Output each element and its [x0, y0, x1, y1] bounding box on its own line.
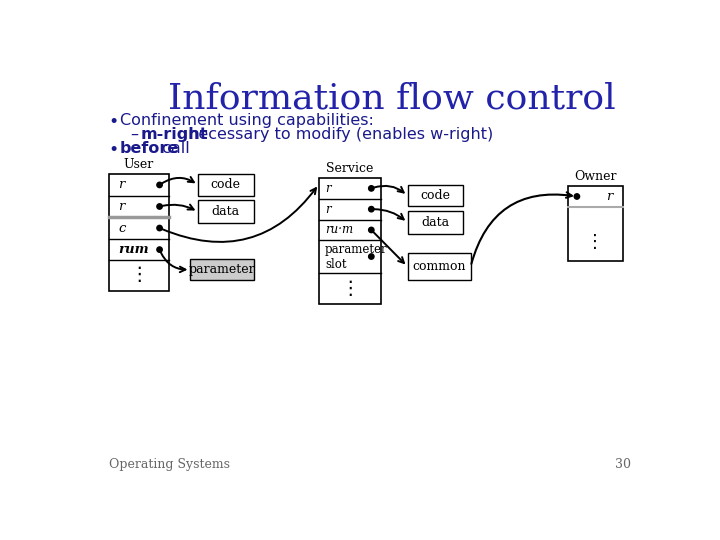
Circle shape [369, 206, 374, 212]
Text: necessary to modify (enables w-right): necessary to modify (enables w-right) [183, 127, 493, 142]
Circle shape [369, 186, 374, 191]
Text: ru·m: ru·m [325, 224, 354, 237]
Circle shape [157, 225, 162, 231]
Text: m-right: m-right [140, 127, 208, 142]
Text: call: call [157, 141, 190, 156]
Bar [198, 174, 253, 195]
Bar [408, 185, 463, 206]
Text: Operating Systems: Operating Systems [109, 458, 230, 471]
Bar [198, 200, 253, 224]
Text: ⋮: ⋮ [129, 265, 148, 284]
Text: r: r [118, 178, 125, 191]
Text: 30: 30 [615, 458, 631, 471]
Text: ⋮: ⋮ [586, 233, 604, 251]
Text: r: r [325, 202, 330, 215]
Text: User: User [124, 158, 154, 171]
Text: Owner: Owner [574, 170, 616, 183]
Circle shape [369, 227, 374, 233]
Text: –: – [130, 127, 138, 142]
Text: Information flow control: Information flow control [168, 82, 616, 116]
Bar [319, 178, 381, 303]
Text: common: common [413, 260, 466, 273]
Text: ⋮: ⋮ [340, 279, 359, 298]
Bar [567, 186, 623, 261]
Text: Confinement using capabilities:: Confinement using capabilities: [120, 113, 374, 129]
Circle shape [369, 254, 374, 259]
Bar [190, 259, 253, 280]
Circle shape [575, 194, 580, 199]
Text: rum: rum [118, 243, 148, 256]
Text: before: before [120, 141, 179, 156]
Circle shape [157, 182, 162, 187]
Text: •: • [109, 113, 119, 131]
Text: Service: Service [326, 162, 374, 175]
Text: data: data [421, 216, 449, 229]
Text: code: code [420, 189, 450, 202]
Text: code: code [211, 178, 240, 191]
Bar [408, 253, 471, 280]
Circle shape [157, 204, 162, 209]
Text: parameter
slot: parameter slot [325, 242, 388, 271]
Text: r: r [325, 182, 330, 195]
Text: r: r [606, 190, 612, 203]
Text: parameter: parameter [189, 263, 256, 276]
Bar [408, 211, 463, 234]
Circle shape [157, 247, 162, 252]
Text: r: r [118, 200, 125, 213]
Bar [109, 174, 168, 291]
Text: data: data [212, 205, 240, 218]
Text: •: • [109, 141, 119, 159]
Text: c: c [118, 221, 125, 234]
